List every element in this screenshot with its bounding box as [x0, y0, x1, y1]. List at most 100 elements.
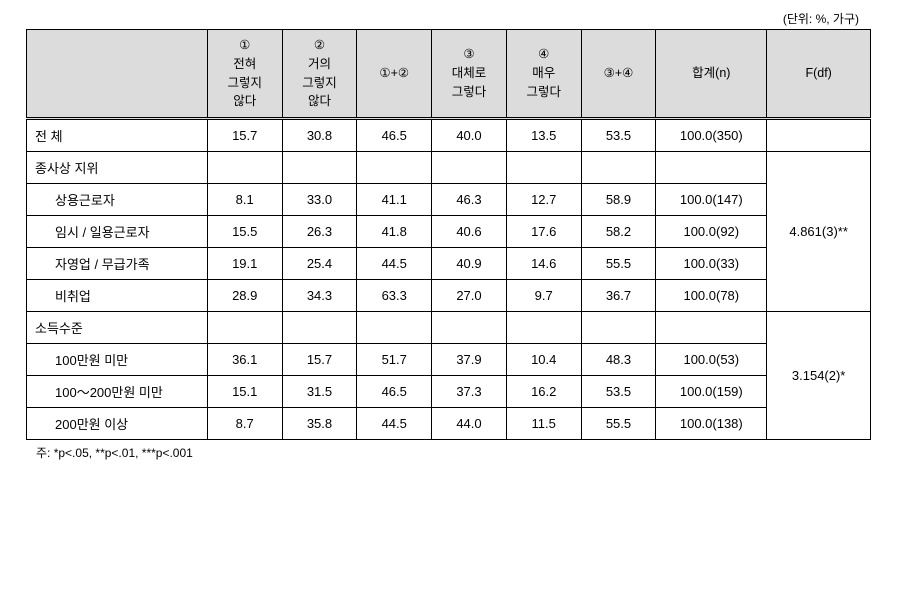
cell: 58.2 — [581, 216, 656, 248]
header-f: F(df) — [767, 30, 871, 119]
cell-empty — [282, 312, 357, 344]
cell: 15.1 — [207, 376, 282, 408]
cell: 40.9 — [432, 248, 507, 280]
cell-empty — [207, 312, 282, 344]
cell: 40.0 — [432, 119, 507, 152]
cell-empty — [506, 152, 581, 184]
cell: 100.0(350) — [656, 119, 767, 152]
cell-empty — [432, 152, 507, 184]
cell: 48.3 — [581, 344, 656, 376]
header-blank — [27, 30, 208, 119]
cell: 44.5 — [357, 248, 432, 280]
cell: 15.5 — [207, 216, 282, 248]
cell-empty — [581, 312, 656, 344]
cell: 55.5 — [581, 248, 656, 280]
cell: 10.4 — [506, 344, 581, 376]
header-c2: ②거의그렇지않다 — [282, 30, 357, 119]
cell — [767, 119, 871, 152]
cell-empty — [282, 152, 357, 184]
cell: 35.8 — [282, 408, 357, 440]
cell-label: 임시 / 일용근로자 — [27, 216, 208, 248]
cell: 53.5 — [581, 119, 656, 152]
cell: 46.3 — [432, 184, 507, 216]
header-c3: ③대체로그렇다 — [432, 30, 507, 119]
cell: 100.0(138) — [656, 408, 767, 440]
cell: 55.5 — [581, 408, 656, 440]
cell: 14.6 — [506, 248, 581, 280]
cell-fvalue-income: 3.154(2)* — [767, 312, 871, 440]
cell: 13.5 — [506, 119, 581, 152]
header-c12: ①+② — [357, 30, 432, 119]
cell: 11.5 — [506, 408, 581, 440]
cell-empty — [432, 312, 507, 344]
cell: 25.4 — [282, 248, 357, 280]
cell: 46.5 — [357, 119, 432, 152]
cell: 100.0(159) — [656, 376, 767, 408]
cell: 15.7 — [207, 119, 282, 152]
row-status-3: 자영업 / 무급가족 19.1 25.4 44.5 40.9 14.6 55.5… — [27, 248, 871, 280]
cell: 44.5 — [357, 408, 432, 440]
cell: 12.7 — [506, 184, 581, 216]
cell: 36.1 — [207, 344, 282, 376]
cell: 37.3 — [432, 376, 507, 408]
row-income-1: 100만원 미만 36.1 15.7 51.7 37.9 10.4 48.3 1… — [27, 344, 871, 376]
header-c34: ③+④ — [581, 30, 656, 119]
row-overall: 전 체 15.7 30.8 46.5 40.0 13.5 53.5 100.0(… — [27, 119, 871, 152]
cell: 44.0 — [432, 408, 507, 440]
cell: 36.7 — [581, 280, 656, 312]
row-income-3: 200만원 이상 8.7 35.8 44.5 44.0 11.5 55.5 10… — [27, 408, 871, 440]
cell: 100.0(53) — [656, 344, 767, 376]
cell: 8.1 — [207, 184, 282, 216]
cell-fvalue-status: 4.861(3)** — [767, 152, 871, 312]
cell-label: 200만원 이상 — [27, 408, 208, 440]
row-status-header: 종사상 지위 4.861(3)** — [27, 152, 871, 184]
cell: 9.7 — [506, 280, 581, 312]
header-c4: ④매우그렇다 — [506, 30, 581, 119]
cell: 28.9 — [207, 280, 282, 312]
cell: 63.3 — [357, 280, 432, 312]
cell: 53.5 — [581, 376, 656, 408]
cell: 17.6 — [506, 216, 581, 248]
unit-label: (단위: %, 가구) — [10, 10, 887, 27]
cell: 19.1 — [207, 248, 282, 280]
cell-label: 종사상 지위 — [27, 152, 208, 184]
row-income-2: 100～200만원 미만 15.1 31.5 46.5 37.3 16.2 53… — [27, 376, 871, 408]
cell: 100.0(147) — [656, 184, 767, 216]
cell-empty — [581, 152, 656, 184]
cell: 27.0 — [432, 280, 507, 312]
cell: 31.5 — [282, 376, 357, 408]
cell: 8.7 — [207, 408, 282, 440]
cell-empty — [357, 312, 432, 344]
row-status-4: 비취업 28.9 34.3 63.3 27.0 9.7 36.7 100.0(7… — [27, 280, 871, 312]
cell-label: 자영업 / 무급가족 — [27, 248, 208, 280]
cell-empty — [656, 312, 767, 344]
cell: 33.0 — [282, 184, 357, 216]
cell-label: 상용근로자 — [27, 184, 208, 216]
cell-empty — [656, 152, 767, 184]
cell-label: 소득수준 — [27, 312, 208, 344]
row-income-header: 소득수준 3.154(2)* — [27, 312, 871, 344]
header-row: ①전혀그렇지않다 ②거의그렇지않다 ①+② ③대체로그렇다 ④매우그렇다 ③+④… — [27, 30, 871, 119]
cell: 100.0(33) — [656, 248, 767, 280]
footnote: 주: *p<.05, **p<.01, ***p<.001 — [10, 444, 887, 461]
cell: 15.7 — [282, 344, 357, 376]
cell: 51.7 — [357, 344, 432, 376]
row-status-1: 상용근로자 8.1 33.0 41.1 46.3 12.7 58.9 100.0… — [27, 184, 871, 216]
cell: 16.2 — [506, 376, 581, 408]
cell-empty — [207, 152, 282, 184]
cell-label: 100～200만원 미만 — [27, 376, 208, 408]
cell-label: 전 체 — [27, 119, 208, 152]
header-c1: ①전혀그렇지않다 — [207, 30, 282, 119]
cell: 26.3 — [282, 216, 357, 248]
cell: 37.9 — [432, 344, 507, 376]
cell: 100.0(78) — [656, 280, 767, 312]
cell: 41.1 — [357, 184, 432, 216]
row-status-2: 임시 / 일용근로자 15.5 26.3 41.8 40.6 17.6 58.2… — [27, 216, 871, 248]
cell: 40.6 — [432, 216, 507, 248]
cell-empty — [357, 152, 432, 184]
cell-label: 100만원 미만 — [27, 344, 208, 376]
data-table: ①전혀그렇지않다 ②거의그렇지않다 ①+② ③대체로그렇다 ④매우그렇다 ③+④… — [26, 29, 871, 440]
cell: 58.9 — [581, 184, 656, 216]
cell: 100.0(92) — [656, 216, 767, 248]
cell: 30.8 — [282, 119, 357, 152]
